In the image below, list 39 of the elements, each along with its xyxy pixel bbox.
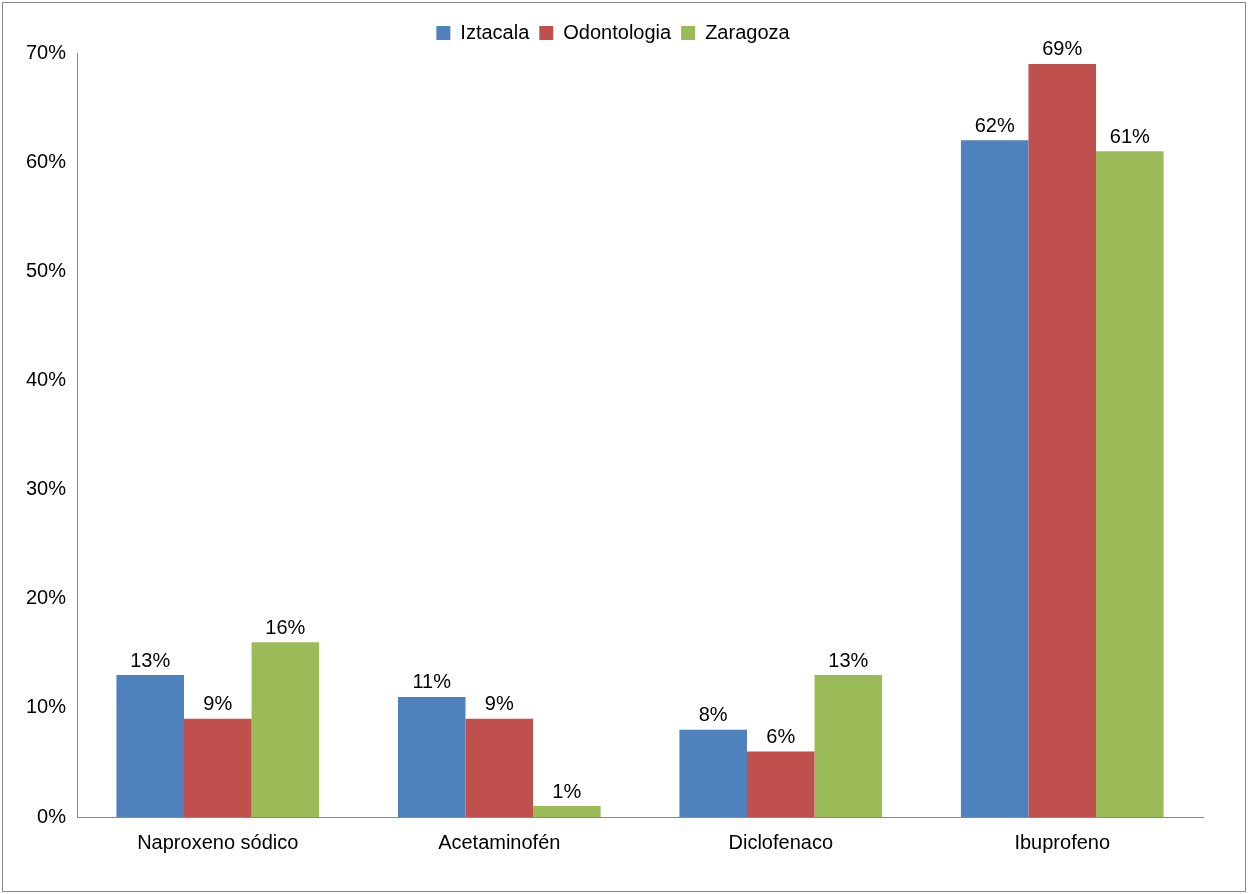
x-tick-label: Acetaminofén bbox=[438, 830, 561, 853]
bar bbox=[116, 675, 184, 817]
y-tick-label: 60% bbox=[26, 149, 67, 172]
data-label: 8% bbox=[698, 703, 728, 726]
y-tick-label: 50% bbox=[26, 258, 67, 281]
bar bbox=[465, 718, 534, 817]
bar bbox=[679, 729, 747, 817]
y-tick-label: 70% bbox=[26, 40, 67, 63]
data-label: 11% bbox=[412, 670, 452, 693]
data-label: 62% bbox=[974, 113, 1015, 136]
data-label: 1% bbox=[552, 779, 582, 802]
bar bbox=[184, 718, 252, 817]
y-tick-label: 20% bbox=[26, 586, 67, 609]
bar bbox=[251, 642, 320, 817]
data-label: 61% bbox=[1109, 124, 1151, 147]
data-label: 9% bbox=[484, 692, 514, 715]
y-tick-label: 10% bbox=[26, 695, 67, 718]
bar bbox=[746, 751, 815, 817]
x-tick-label: Diclofenaco bbox=[728, 830, 834, 853]
y-tick-label: 30% bbox=[26, 477, 67, 500]
x-tick-label: Naproxeno sódico bbox=[137, 830, 299, 853]
bar bbox=[1028, 63, 1097, 817]
legend-label: Iztacala bbox=[460, 20, 531, 43]
data-label: 6% bbox=[766, 725, 796, 748]
bar bbox=[814, 675, 883, 817]
legend-label: Zaragoza bbox=[705, 20, 791, 43]
data-label: 9% bbox=[203, 692, 233, 715]
data-label: 13% bbox=[828, 648, 869, 671]
bar bbox=[533, 806, 601, 817]
bar bbox=[1096, 151, 1164, 817]
y-tick-label: 40% bbox=[26, 367, 67, 390]
data-label: 16% bbox=[265, 615, 306, 638]
legend-label: Odontologia bbox=[563, 20, 673, 43]
data-label: 13% bbox=[130, 648, 171, 671]
x-tick-label: Ibuprofeno bbox=[1014, 830, 1111, 853]
y-tick-label: 0% bbox=[37, 804, 67, 827]
bar bbox=[960, 140, 1029, 817]
data-label: 69% bbox=[1042, 37, 1083, 60]
bar bbox=[397, 696, 466, 817]
